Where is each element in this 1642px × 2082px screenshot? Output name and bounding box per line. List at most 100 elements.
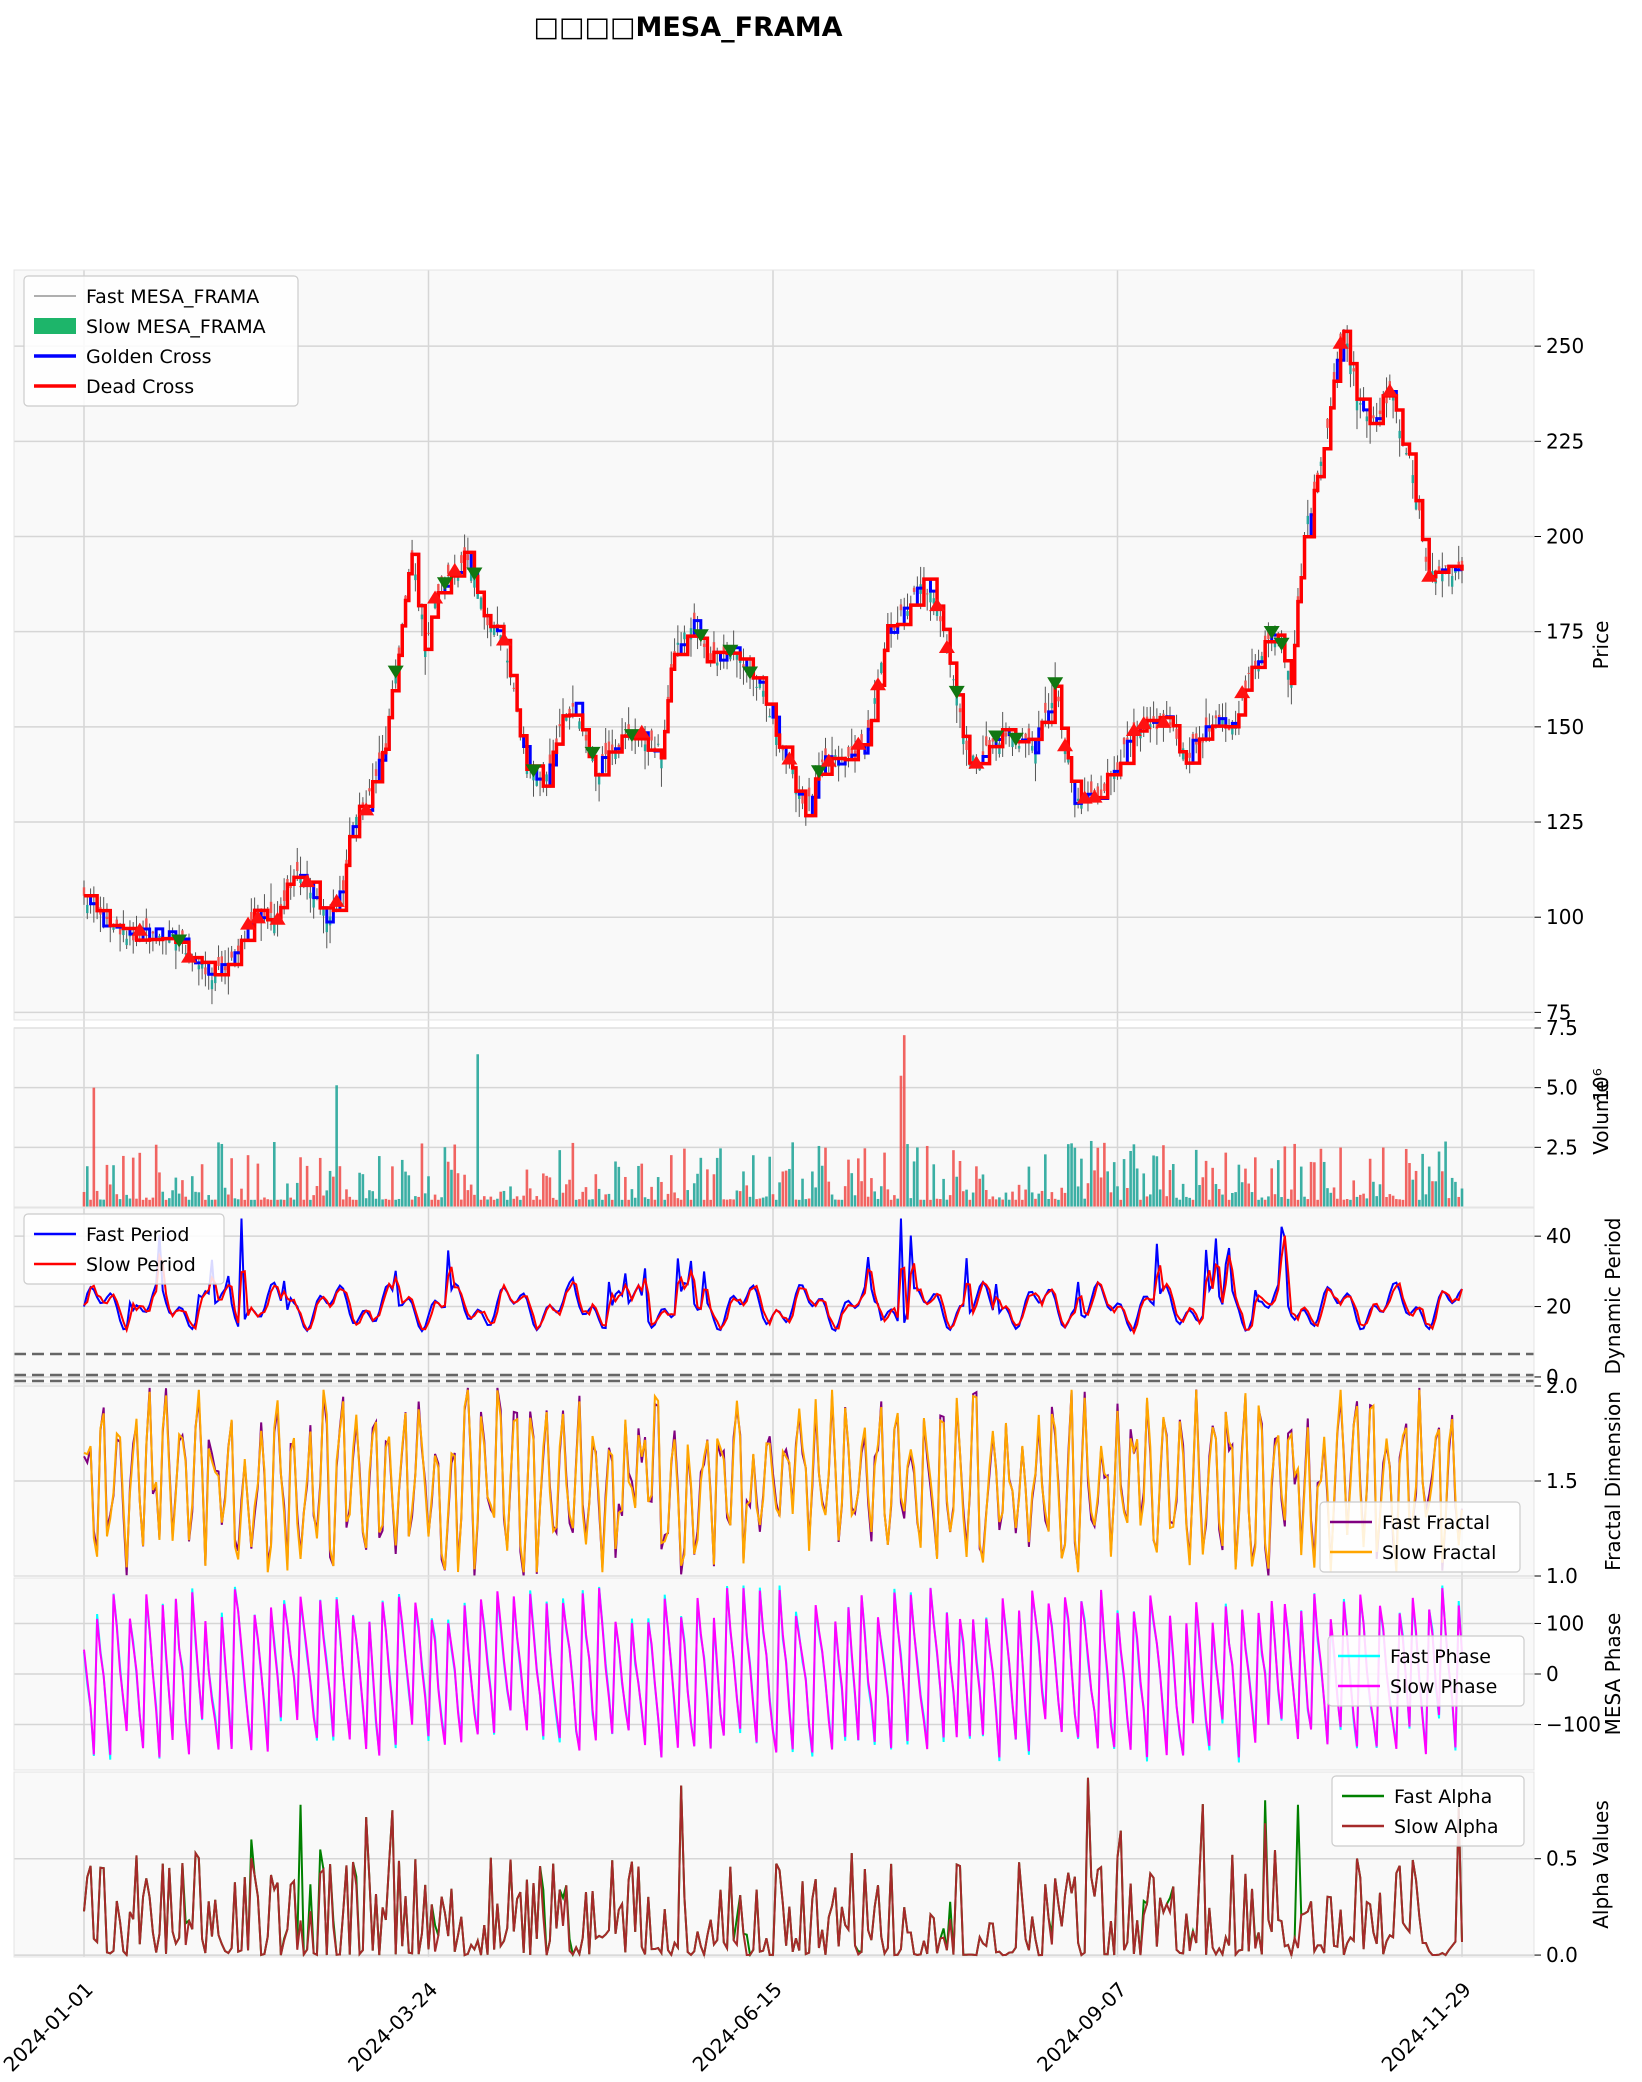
price-candle-body	[1260, 656, 1264, 662]
price-candle-body	[1116, 762, 1119, 771]
volume-bar	[820, 1165, 824, 1207]
y-axis-label-price: Price	[1589, 621, 1613, 670]
volume-bar	[187, 1199, 191, 1207]
y-axis-label-fractal: Fractal Dimension	[1601, 1391, 1625, 1571]
price-candle-body	[568, 708, 571, 716]
volume-bar	[1273, 1194, 1277, 1207]
volume-bar	[1434, 1181, 1438, 1207]
volume-bar	[804, 1199, 808, 1207]
dead-cross-marker	[850, 736, 867, 750]
volume-bar	[1404, 1148, 1408, 1207]
price-candle-body	[1126, 737, 1129, 742]
volume-bar	[1214, 1184, 1218, 1207]
price-candle-body	[473, 576, 476, 588]
price-candle-body	[775, 735, 778, 745]
price-candle-body	[145, 918, 148, 929]
volume-bar	[1076, 1186, 1080, 1207]
price-candle-body	[210, 980, 214, 990]
price-candle-body	[1431, 571, 1434, 577]
volume-bar	[1204, 1160, 1208, 1207]
y-tick-label: 250	[1546, 334, 1584, 358]
dead-cross-marker	[358, 802, 375, 816]
volume-bar	[433, 1194, 437, 1207]
volume-bar	[525, 1169, 529, 1207]
volume-bar	[958, 1160, 962, 1207]
price-candle-body	[656, 743, 660, 745]
price-candle-body	[660, 757, 663, 769]
price-candle-body	[378, 752, 381, 761]
volume-bar	[1053, 1198, 1057, 1207]
volume-bar	[617, 1166, 621, 1207]
volume-bar	[227, 1194, 230, 1207]
y-tick-label: 75	[1546, 1000, 1571, 1024]
dead-cross-marker	[131, 922, 148, 936]
y-tick-label: 2.5	[1546, 1135, 1578, 1159]
volume-bar	[1316, 1199, 1319, 1207]
volume-bar	[1178, 1199, 1182, 1207]
price-candle-body	[761, 690, 765, 697]
volume-bar	[1119, 1199, 1123, 1207]
volume-bar	[991, 1196, 995, 1207]
price-candle-body	[512, 687, 516, 689]
volume-bar	[1345, 1199, 1349, 1207]
volume-bar	[1168, 1170, 1172, 1207]
volume-bar	[397, 1198, 401, 1207]
volume-bar	[1073, 1147, 1077, 1207]
volume-bar	[965, 1189, 968, 1207]
legend-phase: Fast Phase Slow Phase	[1327, 1635, 1525, 1707]
price-candle-body	[998, 743, 1001, 754]
volume-bar	[1116, 1186, 1119, 1207]
volume-bar	[512, 1198, 516, 1207]
volume-bar	[1132, 1144, 1136, 1207]
price-candle-body	[223, 966, 227, 971]
volume-bar	[456, 1173, 460, 1207]
volume-bar	[637, 1165, 640, 1207]
volume-bar	[492, 1199, 496, 1207]
legend-label: Slow MESA_FRAMA	[86, 316, 266, 338]
volume-bar	[1365, 1198, 1369, 1207]
price-candle-body	[286, 879, 289, 885]
volume-bar	[1385, 1197, 1388, 1207]
volume-bar	[607, 1193, 611, 1207]
volume-bar	[1017, 1184, 1021, 1207]
volume-bar	[624, 1176, 627, 1207]
price-candle-body	[558, 724, 561, 727]
price-candle-body	[912, 587, 916, 592]
price-candle-body	[926, 593, 929, 595]
price-candle-body	[1096, 786, 1100, 797]
volume-bar	[1244, 1168, 1247, 1207]
volume-bar	[158, 1172, 161, 1207]
volume-bar	[1089, 1140, 1093, 1207]
price-candle-body	[427, 632, 430, 634]
price-candle-body	[492, 627, 496, 635]
volume-bar	[591, 1199, 594, 1207]
volume-bar	[463, 1174, 466, 1207]
dead-cross-marker	[1135, 716, 1152, 730]
volume-bar	[1296, 1199, 1300, 1207]
price-candle-body	[1457, 561, 1460, 567]
price-candle-body	[460, 555, 463, 563]
volume-bar	[532, 1199, 535, 1207]
price-candle-body	[1175, 728, 1178, 739]
price-candle-body	[981, 751, 985, 757]
volume-bar	[338, 1166, 342, 1207]
volume-bar	[118, 1199, 122, 1207]
volume-bar	[332, 1176, 335, 1207]
volume-bar	[1414, 1170, 1418, 1207]
price-candle-body	[86, 904, 89, 914]
volume-bar	[1191, 1199, 1195, 1207]
volume-bar	[1447, 1198, 1451, 1207]
price-candle-body	[643, 744, 647, 752]
volume-bar	[482, 1196, 486, 1207]
price-candle-body	[709, 653, 712, 663]
volume-bar	[755, 1199, 758, 1207]
volume-bar	[1257, 1199, 1260, 1207]
volume-bar	[204, 1199, 207, 1207]
volume-bar	[679, 1199, 683, 1207]
price-candle-body	[174, 942, 178, 951]
volume-bar	[702, 1199, 706, 1207]
volume-bar	[1237, 1164, 1241, 1207]
panel-phase-frame	[13, 1577, 1535, 1771]
legend-label: Fast MESA_FRAMA	[86, 286, 259, 308]
